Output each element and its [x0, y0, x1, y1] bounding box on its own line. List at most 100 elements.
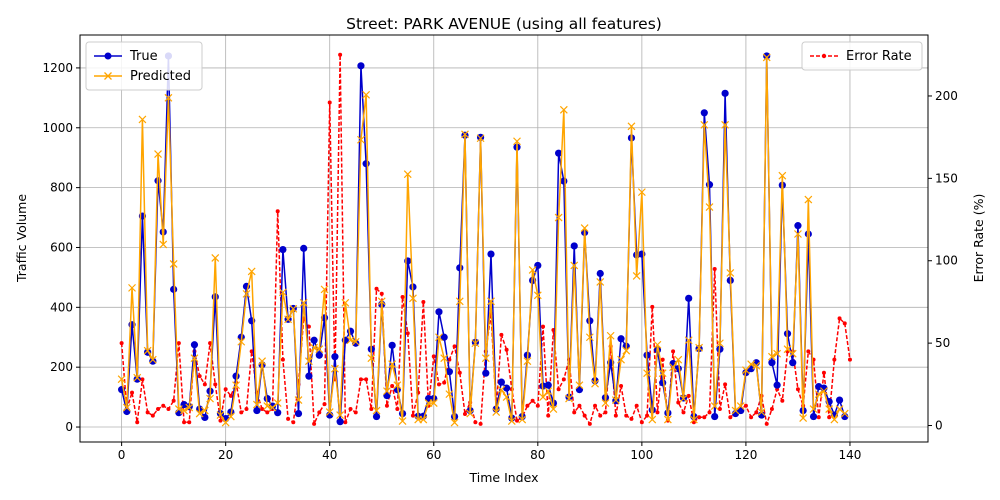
- data-point-error-rate: [712, 266, 717, 271]
- data-point-predicted: [559, 105, 568, 114]
- x-tick-label: 140: [839, 448, 862, 462]
- data-point-true: [232, 372, 240, 380]
- data-point-true: [305, 372, 313, 380]
- data-point-error-rate: [353, 410, 358, 415]
- data-point-predicted: [669, 363, 678, 372]
- data-point-predicted: [133, 373, 142, 382]
- data-point-true: [372, 412, 381, 421]
- data-point-predicted: [643, 369, 651, 378]
- data-point-error-rate: [223, 387, 228, 392]
- data-point-error-rate: [327, 100, 332, 105]
- data-point-predicted: [476, 134, 485, 143]
- plot-frame: [79, 34, 929, 443]
- plot-background: [80, 35, 928, 442]
- series-predicted: [117, 53, 849, 427]
- data-point-error-rate: [764, 421, 769, 426]
- y2-tick-label: 100: [935, 254, 958, 268]
- data-point-error-rate: [847, 357, 852, 362]
- data-point-error-rate: [369, 407, 374, 412]
- data-point-error-rate: [572, 410, 577, 415]
- data-point-true: [445, 368, 453, 376]
- data-point-error-rate: [832, 357, 837, 362]
- data-point-predicted: [471, 339, 480, 348]
- data-point-predicted: [200, 406, 209, 415]
- y-tick-label: 200: [50, 360, 73, 374]
- data-point-predicted: [825, 405, 834, 414]
- data-point-error-rate: [816, 415, 821, 420]
- data-point-predicted: [705, 203, 714, 212]
- data-point-error-rate: [634, 403, 639, 408]
- data-point-true: [149, 357, 157, 365]
- data-point-error-rate: [697, 415, 702, 420]
- data-point-predicted: [445, 390, 454, 399]
- data-point-predicted: [330, 364, 339, 373]
- data-point-true: [555, 149, 563, 157]
- data-point-predicted: [357, 135, 365, 144]
- data-point-predicted: [195, 409, 204, 418]
- data-point-error-rate: [587, 421, 592, 426]
- data-point-true: [575, 386, 584, 394]
- data-point-predicted: [757, 408, 766, 416]
- data-point-error-rate: [452, 344, 457, 349]
- data-point-predicted: [237, 337, 246, 346]
- data-point-true: [487, 250, 495, 258]
- data-point-predicted: [762, 53, 771, 62]
- data-point-true: [789, 359, 797, 367]
- data-point-predicted: [117, 375, 126, 384]
- series-layer: [117, 52, 852, 427]
- data-point-predicted: [606, 331, 615, 340]
- data-point-predicted: [768, 352, 776, 361]
- data-point-true: [544, 381, 552, 389]
- data-point-true: [586, 317, 594, 325]
- data-point-predicted: [611, 396, 620, 405]
- y-tick-label: 1200: [42, 61, 73, 75]
- y2-axis-title: Error Rate (%): [971, 194, 986, 283]
- data-point-predicted: [591, 379, 599, 388]
- data-point-true: [685, 294, 693, 302]
- data-point-true: [737, 406, 745, 415]
- data-point-predicted: [247, 267, 256, 276]
- data-point-predicted: [502, 393, 511, 402]
- data-point-error-rate: [827, 415, 832, 420]
- data-point-error-rate: [665, 418, 670, 423]
- data-point-true: [503, 384, 511, 392]
- data-point-predicted: [689, 415, 698, 424]
- data-point-predicted: [154, 150, 162, 159]
- data-point-error-rate: [806, 349, 811, 354]
- data-point-error-rate: [561, 377, 566, 382]
- data-point-predicted: [351, 337, 360, 346]
- data-point-true: [763, 52, 771, 60]
- data-point-predicted: [393, 381, 402, 390]
- data-point-predicted: [518, 415, 527, 424]
- data-point-error-rate: [119, 341, 124, 346]
- data-point-error-rate: [431, 354, 436, 359]
- data-point-error-rate: [530, 398, 535, 403]
- data-point-predicted: [585, 333, 594, 342]
- data-point-predicted: [315, 345, 324, 354]
- data-point-predicted: [143, 346, 152, 355]
- data-point-predicted: [487, 297, 495, 306]
- data-point-predicted: [174, 405, 183, 414]
- data-point-error-rate: [624, 413, 629, 418]
- legend-swatch-true: [94, 52, 122, 60]
- data-point-predicted: [830, 415, 839, 424]
- data-point-predicted: [263, 402, 272, 411]
- data-point-predicted: [513, 137, 521, 146]
- data-point-predicted: [388, 360, 397, 369]
- data-point-true: [253, 406, 261, 415]
- y-tick-label: 1000: [42, 121, 73, 135]
- data-point-true: [456, 264, 464, 272]
- data-point-predicted: [596, 277, 605, 286]
- data-point-error-rate: [660, 357, 665, 362]
- data-point-predicted: [284, 315, 293, 324]
- data-point-predicted: [190, 354, 199, 363]
- data-point-predicted: [419, 415, 428, 424]
- data-point-predicted: [232, 381, 240, 390]
- data-point-error-rate: [140, 377, 145, 382]
- data-point-error-rate: [842, 321, 847, 326]
- data-point-predicted: [773, 349, 782, 358]
- data-point-error-rate: [535, 403, 540, 408]
- data-point-error-rate: [613, 413, 618, 418]
- data-point-error-rate: [743, 403, 748, 408]
- data-point-predicted: [528, 265, 537, 274]
